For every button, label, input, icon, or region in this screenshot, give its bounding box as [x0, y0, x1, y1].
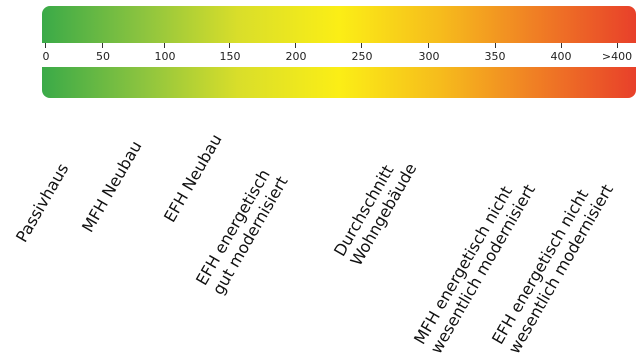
- tick-label-200: 200: [285, 50, 307, 63]
- tick-mark: [102, 43, 103, 48]
- tick-label-150: 150: [219, 50, 241, 63]
- tick-strip: 0 50 100 150 200 250 300 350 400 >400: [42, 43, 636, 67]
- category-label-efh-neubau: EFH Neubau: [160, 131, 226, 226]
- tick-mark: [295, 43, 296, 48]
- tick-mark: [45, 43, 46, 48]
- tick-mark: [428, 43, 429, 48]
- tick-label-100: 100: [154, 50, 176, 63]
- category-label-efh-gut-modernisiert: EFH energetisch gut modernisiert: [192, 163, 292, 298]
- tick-label-50: 50: [96, 50, 110, 63]
- tick-label-350: 350: [484, 50, 506, 63]
- tick-label-400: 400: [550, 50, 572, 63]
- tick-mark: [361, 43, 362, 48]
- tick-label-250: 250: [351, 50, 373, 63]
- tick-mark: [229, 43, 230, 48]
- energy-scale-bar: 0 50 100 150 200 250 300 350 400 >400: [42, 6, 636, 98]
- tick-mark: [617, 43, 618, 48]
- tick-mark: [561, 43, 562, 48]
- category-label-mfh-neubau: MFH Neubau: [78, 138, 146, 236]
- category-label-passivhaus: Passivhaus: [12, 160, 72, 245]
- category-line: MFH Neubau: [78, 137, 146, 236]
- category-label-durchschnitt-wohngebaeude: Durchschnitt Wohngebäude: [330, 150, 420, 269]
- tick-mark: [164, 43, 165, 48]
- tick-label-300: 300: [418, 50, 440, 63]
- category-line: Passivhaus: [12, 160, 73, 246]
- category-line: EFH Neubau: [160, 130, 226, 226]
- tick-label-0: 0: [42, 50, 50, 63]
- tick-mark: [495, 43, 496, 48]
- tick-label-over-400: >400: [601, 50, 633, 63]
